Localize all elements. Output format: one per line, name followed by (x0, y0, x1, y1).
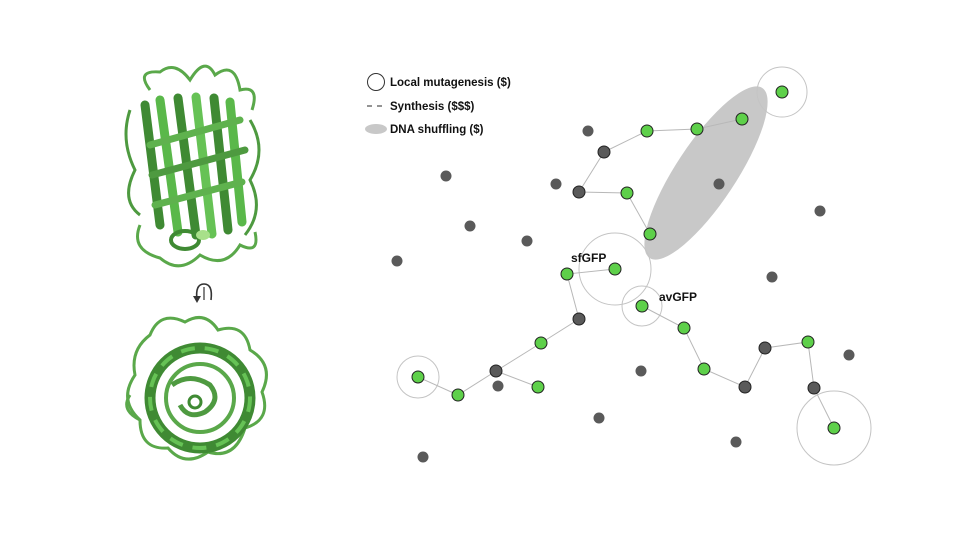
legend-label-synthesis: Synthesis ($$$) (390, 101, 475, 113)
variant-nodes (391, 85, 855, 463)
variant-node (550, 178, 562, 190)
variant-node (534, 336, 548, 350)
variant-node (814, 205, 826, 217)
variant-node (735, 112, 749, 126)
variant-node (640, 124, 654, 138)
variant-node (531, 380, 545, 394)
variant-node (489, 364, 503, 378)
local-mutagenesis-circles (396, 66, 872, 466)
variant-node (451, 388, 465, 402)
gfp-beta-barrel-side-icon (124, 64, 261, 268)
legend: Local mutagenesis ($) Synthesis ($$$) DN… (365, 73, 511, 136)
sfgfp-label: sfGFP (571, 251, 606, 265)
variant-node (807, 381, 821, 395)
variant-node (391, 255, 403, 267)
variant-node (827, 421, 841, 435)
dna-shuffling-region (644, 86, 768, 260)
variant-node (597, 145, 611, 159)
variant-node (572, 312, 586, 326)
local-mutagenesis-swatch (367, 73, 385, 91)
variant-node (690, 122, 704, 136)
variant-node (730, 436, 742, 448)
variant-node (766, 271, 778, 283)
variant-node (572, 185, 586, 199)
variant-node (464, 220, 476, 232)
variant-node (492, 380, 504, 392)
dna-shuffling-swatch (365, 124, 387, 134)
sfgfp-node (608, 262, 622, 276)
variant-node (713, 178, 725, 190)
legend-label-dna-shuffling: DNA shuffling ($) (390, 124, 484, 136)
variant-node (521, 235, 533, 247)
variant-node (417, 451, 429, 463)
variant-node (758, 341, 772, 355)
legend-item-dna-shuffling: DNA shuffling ($) (365, 124, 484, 136)
variant-node (593, 412, 605, 424)
variant-node (843, 349, 855, 361)
variant-node (643, 227, 657, 241)
variant-node (738, 380, 752, 394)
variant-node (801, 335, 815, 349)
variant-node (582, 125, 594, 137)
legend-item-synthesis: Synthesis ($$$) (367, 101, 475, 113)
variant-node (560, 267, 574, 281)
variant-node (440, 170, 452, 182)
avgfp-node (635, 299, 649, 313)
legend-label-local-mutagenesis: Local mutagenesis ($) (390, 77, 511, 89)
variant-node (775, 85, 789, 99)
avgfp-label: avGFP (659, 290, 697, 304)
variant-node (411, 370, 425, 384)
variant-node (620, 186, 634, 200)
variant-node (697, 362, 711, 376)
variant-node (635, 365, 647, 377)
gfp-beta-barrel-top-icon (125, 316, 268, 461)
rotate-arrow-icon (193, 283, 213, 303)
variant-node (677, 321, 691, 335)
legend-item-local-mutagenesis: Local mutagenesis ($) (367, 73, 511, 91)
